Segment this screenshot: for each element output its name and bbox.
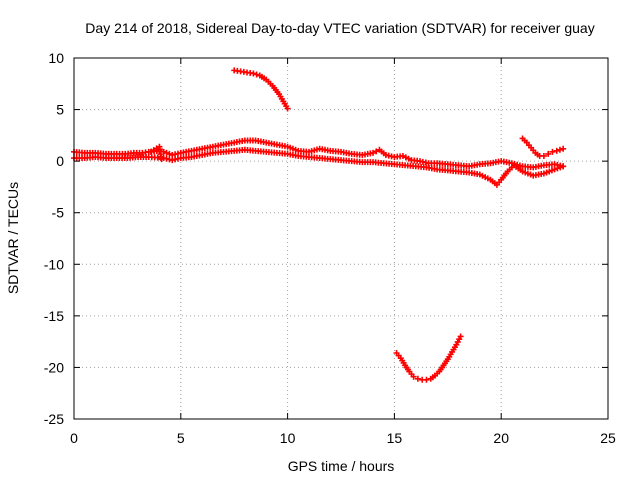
data-point: [549, 148, 556, 155]
y-tick-label: 5: [56, 102, 64, 118]
data-point: [166, 150, 173, 157]
plot-frame: [73, 57, 609, 420]
data-point: [556, 146, 563, 153]
x-tick-label: 25: [600, 430, 616, 446]
grid-lines: [74, 58, 608, 419]
x-tick-label: 20: [493, 430, 509, 446]
x-tick-label: 0: [70, 430, 78, 446]
y-tick-label: -20: [44, 359, 64, 375]
y-tick-label: 10: [48, 50, 64, 66]
data-point: [163, 149, 170, 156]
y-tick-label: -10: [44, 256, 64, 272]
x-tick-label: 10: [280, 430, 296, 446]
y-tick-label: -25: [44, 411, 64, 427]
data-points: [71, 67, 567, 383]
data-point: [554, 165, 561, 172]
data-point: [557, 164, 564, 171]
y-tick-label: -15: [44, 308, 64, 324]
data-point: [253, 71, 260, 78]
data-point: [545, 150, 552, 157]
data-point: [373, 148, 380, 155]
x-tick-label: 15: [387, 430, 403, 446]
data-point: [414, 375, 421, 382]
axis-ticks: 0 5 10 15 20 25 10 5 0 -5 -10 -15 -20 -25: [44, 50, 616, 446]
y-tick-label: 0: [56, 153, 64, 169]
data-point: [551, 166, 558, 173]
data-point: [410, 373, 417, 380]
data-point: [284, 105, 291, 112]
y-tick-label: -5: [52, 205, 65, 221]
data-point: [553, 147, 560, 154]
chart-title: Day 214 of 2018, Sidereal Day-to-day VTE…: [85, 20, 594, 36]
data-point: [158, 156, 165, 163]
data-point: [250, 70, 257, 77]
data-point: [540, 152, 547, 159]
data-point: [370, 149, 377, 156]
data-point: [457, 333, 464, 340]
data-point: [560, 145, 567, 152]
x-tick-label: 5: [177, 430, 185, 446]
data-point: [423, 376, 430, 383]
data-point: [560, 163, 567, 170]
y-axis-label: SDTVAR / TECUs: [5, 182, 21, 294]
x-axis-label: GPS time / hours: [288, 458, 395, 474]
